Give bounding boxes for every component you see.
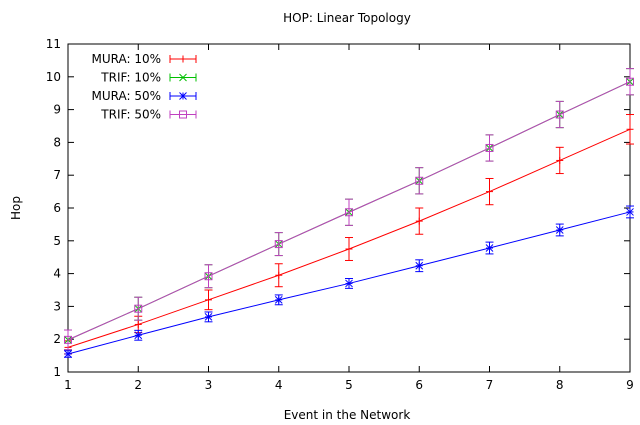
x-tick-label: 7 [486,378,494,392]
legend-label: TRIF: 50% [100,108,161,122]
marker-d2 [555,226,564,234]
y-tick-label: 7 [53,168,61,182]
data-point [626,68,634,96]
data-point [485,241,494,255]
marker-square [555,110,564,119]
legend-entry: MURA: 50% [91,89,197,103]
data-point [415,207,424,235]
x-tick-label: 5 [345,378,353,392]
axis-ticks: 1 2 3 4 5 6 7 8 9 1 2 3 4 5 6 7 8 9 10 11 [46,37,634,392]
y-tick-label: 1 [53,365,61,379]
data-point [274,294,283,306]
data-point [345,198,353,226]
y-tick-label: 8 [53,135,61,149]
data-point [274,232,283,257]
data-point [555,146,564,175]
marker-square [415,176,424,185]
marker-square [64,335,72,344]
series-3 [64,68,634,351]
data-point [274,263,283,288]
marker-square [626,77,634,86]
marker-square [345,208,353,217]
y-tick-label: 10 [46,70,61,84]
y-tick-label: 9 [53,103,61,117]
legend-label: MURA: 50% [91,89,161,103]
data-point [64,350,72,358]
y-tick-label: 5 [53,234,61,248]
x-axis-label: Event in the Network [284,408,411,422]
x-tick-label: 9 [626,378,634,392]
marker-square [274,240,283,249]
series-2 [64,205,634,358]
marker-square [179,110,187,119]
marker-d2 [626,208,634,216]
marker-d2 [485,244,494,252]
x-tick-label: 6 [415,378,423,392]
x-tick-label: 8 [556,378,564,392]
marker-d2 [204,313,213,321]
data-point [345,278,353,289]
marker-d2 [134,331,143,340]
data-point [64,329,72,351]
legend-label: MURA: 10% [91,52,161,66]
legend: MURA: 10% TRIF: 10% MURA: 50% TRIF: 50% [91,52,197,122]
x-tick-label: 4 [275,378,283,392]
data-point [626,205,634,219]
y-tick-label: 11 [46,37,61,51]
y-tick-label: 3 [53,299,61,313]
legend-entry: TRIF: 10% [100,71,197,85]
legend-label: TRIF: 10% [100,71,161,85]
data-point [204,311,213,323]
marker-d2 [64,350,72,358]
marker-d2 [345,279,353,288]
series-0 [64,114,634,355]
y-tick-label: 6 [53,201,61,215]
x-tick-label: 2 [134,378,142,392]
marker-square [485,143,494,152]
data-point [555,100,564,129]
marker-square [204,272,213,281]
data-point [204,264,213,289]
marker-d2 [179,73,187,82]
data-point [555,223,564,237]
marker-d2 [179,92,187,100]
data-point [134,329,143,341]
legend-entry: TRIF: 50% [100,108,197,122]
data-point [485,134,494,162]
y-tick-label: 2 [53,332,61,346]
data-point [485,177,494,206]
data-point [134,296,143,321]
x-tick-label: 1 [64,378,72,392]
legend-entry: MURA: 10% [91,52,197,66]
marker-d2 [274,295,283,304]
y-tick-label: 4 [53,267,61,281]
x-tick-label: 3 [205,378,213,392]
data-point [415,167,424,195]
chart-title: HOP: Linear Topology [283,11,411,25]
data-point [415,259,424,273]
data-point [204,289,213,311]
data-point [626,114,634,145]
data-point [345,237,353,261]
y-axis-label: Hop [9,196,23,220]
marker-d2 [415,261,424,270]
marker-square [134,304,143,313]
series-layer [64,68,634,358]
